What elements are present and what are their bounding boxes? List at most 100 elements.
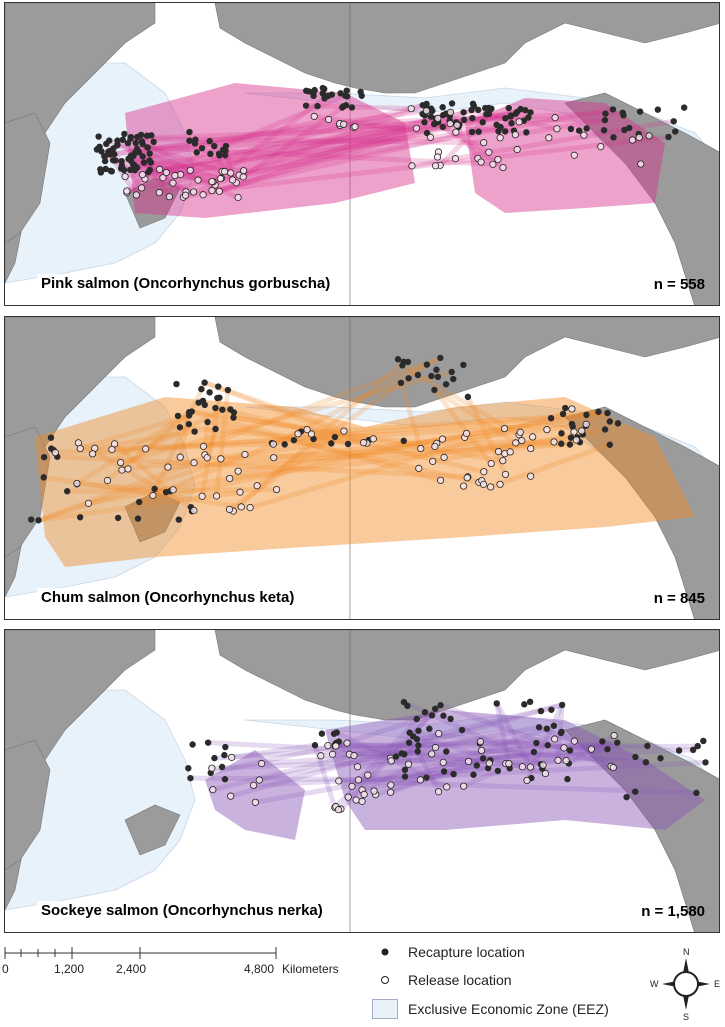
recapture-point <box>198 386 204 392</box>
recapture-point <box>395 356 401 362</box>
recapture-point <box>533 740 539 746</box>
release-point <box>571 152 577 158</box>
release-point <box>204 455 210 461</box>
recapture-point <box>465 394 471 400</box>
recapture-point <box>495 768 501 774</box>
recapture-point <box>448 369 454 375</box>
release-point <box>187 167 193 173</box>
recapture-point <box>132 167 138 173</box>
compass-south: S <box>683 1012 689 1022</box>
recapture-point <box>186 129 192 135</box>
recapture-point <box>223 143 229 149</box>
release-point <box>237 489 243 495</box>
recapture-point <box>211 143 217 149</box>
recapture-point <box>175 413 181 419</box>
recapture-point <box>459 727 465 733</box>
scale-tick-2400: 2,400 <box>116 962 146 976</box>
recapture-point <box>222 152 228 158</box>
recapture-point <box>415 742 421 748</box>
release-point <box>514 146 520 152</box>
recapture-point <box>118 158 124 164</box>
recapture-point <box>643 759 649 765</box>
release-point <box>352 123 358 129</box>
release-point <box>551 736 557 742</box>
release-point <box>240 167 246 173</box>
release-point <box>200 192 206 198</box>
recapture-point <box>402 773 408 779</box>
recapture-point <box>443 381 449 387</box>
recapture-point <box>502 128 508 134</box>
recapture-point <box>562 405 568 411</box>
release-point <box>273 486 279 492</box>
release-point <box>252 799 258 805</box>
recapture-point <box>127 136 133 142</box>
recapture-point <box>207 151 213 157</box>
recapture-point <box>401 438 407 444</box>
release-point <box>138 185 144 191</box>
release-point <box>490 161 496 167</box>
release-point <box>480 481 486 487</box>
release-point <box>465 758 471 764</box>
recapture-point <box>146 157 152 163</box>
release-point <box>552 114 558 120</box>
compass-rose: N S E W <box>650 946 722 1022</box>
recapture-point <box>291 437 297 443</box>
recapture-point <box>328 440 334 446</box>
recapture-point <box>435 374 441 380</box>
recapture-point <box>312 742 318 748</box>
release-point <box>371 788 377 794</box>
release-point <box>124 188 130 194</box>
compass-east: E <box>714 979 720 989</box>
recapture-point <box>437 702 443 708</box>
release-point <box>571 429 577 435</box>
recapture-point <box>343 87 349 93</box>
release-point <box>227 475 233 481</box>
recapture-point <box>637 108 643 114</box>
scale-tick-4800: 4,800 <box>244 962 274 976</box>
recapture-point <box>595 409 601 415</box>
recapture-point <box>599 738 605 744</box>
release-point <box>318 753 324 759</box>
recapture-point <box>602 110 608 116</box>
release-point <box>478 747 484 753</box>
release-point <box>569 406 575 412</box>
release-point <box>388 758 394 764</box>
release-point <box>209 765 215 771</box>
release-point <box>156 166 162 172</box>
release-point <box>598 143 604 149</box>
sample-count: n = 845 <box>654 590 705 607</box>
release-point <box>52 449 58 455</box>
release-point <box>359 798 365 804</box>
release-point <box>437 477 443 483</box>
release-point <box>387 789 393 795</box>
release-point <box>217 175 223 181</box>
release-point <box>365 772 371 778</box>
release-point <box>209 187 215 193</box>
release-point <box>238 504 244 510</box>
release-point <box>191 507 197 513</box>
release-point <box>335 806 341 812</box>
recapture-point <box>319 730 325 736</box>
recapture-point <box>141 159 147 165</box>
release-point <box>500 457 506 463</box>
sample-count: n = 1,580 <box>641 903 705 920</box>
release-point <box>270 441 276 447</box>
release-point <box>481 469 487 475</box>
recapture-point <box>480 755 486 761</box>
release-point <box>435 115 441 121</box>
release-point <box>340 121 346 127</box>
map-panel-chum: Chum salmon (Oncorhynchus keta)n = 845 <box>4 316 720 620</box>
release-point <box>440 759 446 765</box>
recapture-point <box>400 359 406 365</box>
recapture-point <box>443 748 449 754</box>
recapture-point <box>206 389 212 395</box>
recapture-point <box>632 788 638 794</box>
release-point <box>139 171 145 177</box>
release-point <box>210 787 216 793</box>
recapture-point <box>41 474 47 480</box>
recapture-point <box>214 395 220 401</box>
recapture-point <box>103 141 109 147</box>
map-canvas <box>5 317 720 620</box>
recapture-point <box>112 157 118 163</box>
recapture-point <box>517 106 523 112</box>
